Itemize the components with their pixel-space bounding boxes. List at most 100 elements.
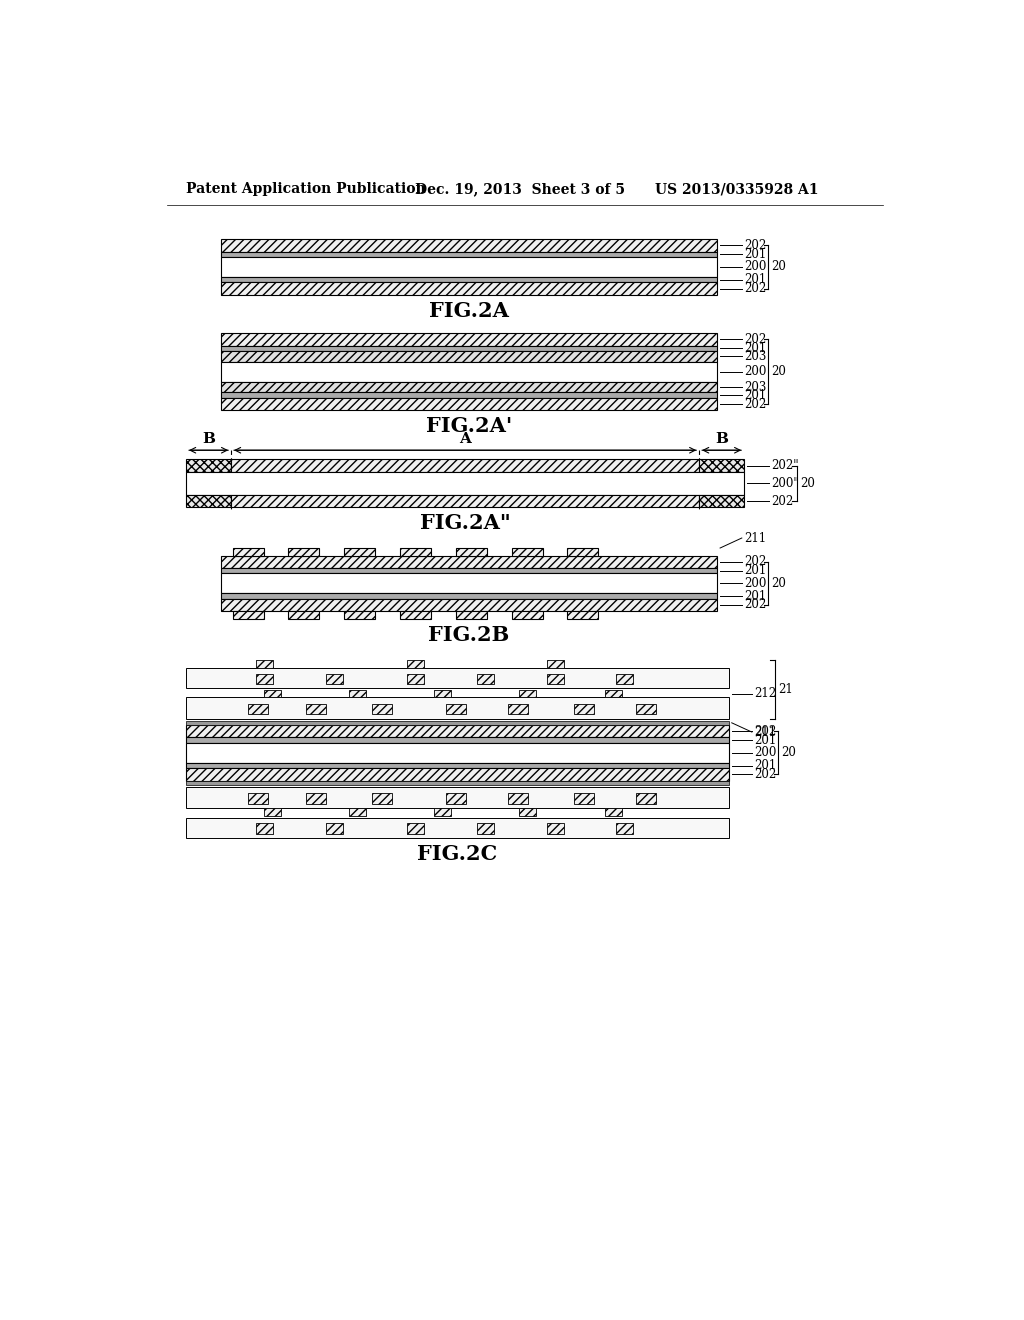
Bar: [186, 768, 729, 780]
Bar: [349, 808, 366, 816]
Text: 212: 212: [755, 686, 776, 700]
Bar: [344, 611, 375, 619]
Bar: [512, 548, 543, 556]
Text: 211: 211: [755, 726, 776, 739]
Bar: [349, 689, 366, 697]
Bar: [400, 611, 431, 619]
Bar: [221, 392, 717, 397]
Bar: [477, 822, 494, 834]
Text: Dec. 19, 2013  Sheet 3 of 5: Dec. 19, 2013 Sheet 3 of 5: [415, 182, 625, 197]
Bar: [636, 793, 655, 804]
Bar: [232, 611, 263, 619]
Text: 211: 211: [744, 532, 766, 545]
Bar: [573, 793, 594, 804]
Bar: [289, 611, 319, 619]
Bar: [256, 822, 273, 834]
Bar: [306, 704, 327, 714]
Bar: [616, 822, 633, 834]
Bar: [186, 471, 744, 495]
Bar: [508, 704, 528, 714]
Bar: [326, 822, 343, 834]
Bar: [400, 548, 431, 556]
Bar: [221, 568, 717, 573]
Bar: [263, 808, 281, 816]
Text: FIG.2A: FIG.2A: [429, 301, 509, 321]
Text: 201: 201: [744, 564, 766, 577]
Bar: [434, 689, 452, 697]
Text: A: A: [459, 432, 471, 446]
Bar: [186, 780, 729, 785]
Bar: [231, 459, 699, 471]
Text: 200: 200: [744, 260, 767, 273]
Text: 21: 21: [778, 684, 793, 696]
Bar: [699, 495, 744, 507]
Bar: [256, 673, 273, 684]
Bar: [699, 459, 744, 471]
Text: 202: 202: [744, 397, 766, 411]
Bar: [221, 599, 717, 611]
Bar: [186, 495, 231, 507]
Bar: [186, 817, 729, 838]
Bar: [186, 721, 729, 725]
Bar: [186, 697, 729, 719]
Bar: [186, 668, 729, 688]
Bar: [221, 239, 717, 252]
Bar: [186, 459, 231, 471]
Text: 200": 200": [771, 477, 799, 490]
Bar: [186, 743, 729, 763]
Bar: [567, 548, 598, 556]
Bar: [456, 548, 486, 556]
Text: 202: 202: [744, 598, 766, 611]
Text: Patent Application Publication: Patent Application Publication: [186, 182, 426, 197]
Text: FIG.2A': FIG.2A': [426, 416, 512, 437]
Text: 200: 200: [744, 366, 767, 379]
Text: B: B: [715, 432, 728, 446]
Bar: [372, 793, 392, 804]
Text: 20: 20: [771, 366, 786, 379]
Bar: [573, 704, 594, 714]
Text: US 2013/0335928 A1: US 2013/0335928 A1: [655, 182, 818, 197]
Text: 202: 202: [755, 725, 776, 738]
Bar: [616, 673, 633, 684]
Bar: [445, 704, 466, 714]
Text: 201: 201: [744, 590, 766, 603]
Text: 20: 20: [800, 477, 815, 490]
Bar: [477, 673, 494, 684]
Bar: [221, 282, 717, 294]
Bar: [434, 808, 452, 816]
Text: 201: 201: [755, 734, 776, 747]
Bar: [519, 808, 537, 816]
Bar: [547, 673, 563, 684]
Bar: [636, 704, 655, 714]
Text: 202: 202: [771, 495, 794, 508]
Text: 203: 203: [744, 350, 767, 363]
Bar: [221, 573, 717, 594]
Bar: [306, 793, 327, 804]
Bar: [256, 660, 273, 668]
Bar: [326, 673, 343, 684]
Bar: [186, 725, 729, 738]
Text: B: B: [202, 432, 215, 446]
Bar: [221, 362, 717, 381]
Bar: [221, 333, 717, 346]
Bar: [221, 594, 717, 599]
Bar: [445, 793, 466, 804]
Text: 201: 201: [744, 248, 766, 261]
Bar: [221, 556, 717, 568]
Bar: [186, 738, 729, 743]
Text: 202: 202: [744, 239, 766, 252]
Text: 20: 20: [771, 260, 786, 273]
Text: 200: 200: [755, 746, 776, 759]
Text: 201: 201: [755, 759, 776, 772]
Text: FIG.2A": FIG.2A": [420, 513, 511, 533]
Bar: [186, 787, 729, 808]
Text: 202: 202: [755, 768, 776, 781]
Bar: [407, 660, 424, 668]
Bar: [248, 793, 268, 804]
Bar: [512, 611, 543, 619]
Bar: [221, 381, 717, 392]
Bar: [547, 822, 563, 834]
Bar: [407, 673, 424, 684]
Bar: [567, 611, 598, 619]
Bar: [232, 548, 263, 556]
